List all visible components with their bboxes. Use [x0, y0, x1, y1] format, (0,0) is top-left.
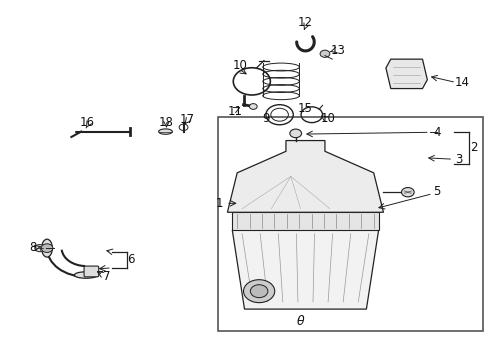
- Bar: [232, 212, 378, 230]
- Circle shape: [41, 244, 53, 252]
- Polygon shape: [385, 59, 427, 89]
- Text: 5: 5: [432, 185, 440, 198]
- Text: 7: 7: [103, 270, 110, 283]
- Circle shape: [401, 188, 413, 197]
- Text: 3: 3: [454, 153, 462, 166]
- Text: 9: 9: [262, 112, 270, 125]
- FancyBboxPatch shape: [84, 266, 99, 277]
- Text: 13: 13: [330, 44, 345, 57]
- Text: 18: 18: [159, 116, 174, 129]
- Circle shape: [243, 280, 274, 303]
- Text: 15: 15: [297, 102, 312, 115]
- Circle shape: [320, 50, 329, 57]
- Text: θ: θ: [296, 315, 304, 328]
- Ellipse shape: [74, 272, 98, 278]
- Polygon shape: [227, 140, 383, 212]
- Text: 10: 10: [320, 112, 335, 125]
- Ellipse shape: [41, 239, 52, 257]
- Text: 10: 10: [232, 59, 246, 72]
- Text: 4: 4: [432, 126, 440, 139]
- Text: 6: 6: [127, 253, 135, 266]
- Polygon shape: [232, 230, 378, 309]
- Text: 14: 14: [453, 76, 468, 89]
- Text: 11: 11: [227, 105, 242, 118]
- Circle shape: [289, 129, 301, 138]
- Circle shape: [250, 285, 267, 298]
- Circle shape: [249, 104, 257, 109]
- Text: 1: 1: [215, 197, 223, 210]
- Text: 2: 2: [469, 141, 476, 154]
- Ellipse shape: [158, 129, 172, 134]
- Text: 16: 16: [80, 116, 95, 129]
- Bar: [217, 117, 483, 330]
- Text: 8: 8: [29, 241, 37, 254]
- Circle shape: [35, 244, 44, 252]
- Text: 12: 12: [297, 17, 312, 30]
- Text: 17: 17: [179, 113, 194, 126]
